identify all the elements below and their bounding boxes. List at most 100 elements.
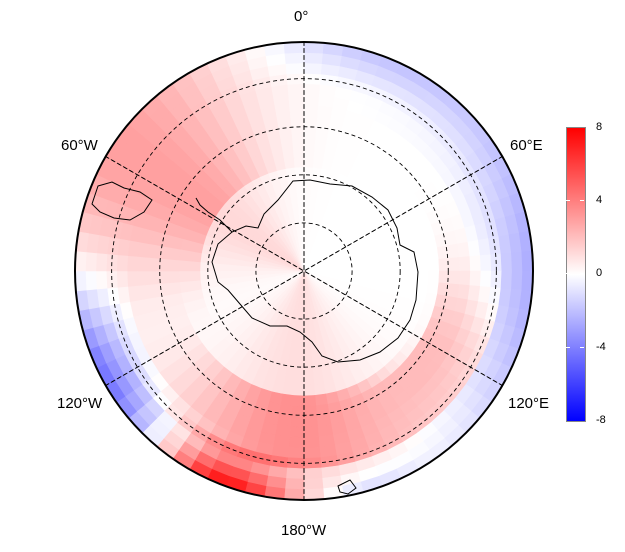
colorbar-tickmark — [580, 347, 584, 348]
field-cell — [289, 104, 305, 116]
field-cell — [290, 415, 305, 428]
graticule — [105, 42, 503, 500]
field-cell — [291, 135, 305, 147]
field-cell — [428, 258, 440, 272]
field-cell — [209, 262, 222, 272]
field-cell — [310, 342, 319, 355]
field-cell — [283, 488, 305, 500]
field-cell — [521, 250, 533, 272]
colorbar-tickmark — [566, 200, 570, 201]
field-cell — [179, 280, 192, 294]
field-cell — [395, 252, 409, 264]
field-cell — [75, 250, 87, 272]
meridian-line — [105, 156, 503, 386]
colorbar-tickmark — [566, 273, 570, 274]
coastlines — [91, 179, 419, 495]
field-cell — [469, 255, 482, 272]
field-cell — [365, 264, 378, 272]
field-cell — [148, 283, 161, 299]
field-cell — [303, 343, 312, 355]
field-cell — [303, 145, 316, 158]
field-cell — [220, 263, 232, 272]
field-cell — [447, 283, 460, 299]
field-cell — [291, 395, 305, 407]
field-cell — [296, 343, 305, 355]
colorbar-tick-label: 0 — [596, 267, 603, 279]
field-cell — [426, 247, 440, 261]
field-cell — [299, 218, 305, 230]
field-cell — [251, 270, 263, 276]
field-cell — [312, 373, 325, 386]
field-cell — [303, 322, 310, 334]
field-cell — [280, 393, 294, 407]
field-cell — [448, 270, 461, 285]
field-cell — [300, 229, 305, 241]
field-cell — [428, 270, 440, 284]
field-cell — [303, 114, 318, 127]
field-cell — [189, 279, 202, 292]
field-cell — [303, 52, 324, 64]
field-cell — [293, 156, 305, 168]
field-cell — [168, 270, 180, 284]
field-cell — [303, 62, 323, 75]
field-cell — [147, 257, 160, 272]
field-cell — [313, 383, 327, 396]
field-cell — [210, 277, 223, 288]
field-cell — [281, 146, 295, 159]
colorbar-tick-label: -4 — [596, 341, 606, 353]
field-cell — [303, 415, 318, 428]
field-cell — [276, 115, 292, 128]
field-cell — [303, 166, 314, 179]
field-cell — [303, 426, 319, 438]
field-cell — [303, 446, 321, 459]
field-cell — [220, 277, 233, 286]
field-cell — [521, 270, 533, 292]
field-cell — [479, 254, 492, 272]
field-cell — [292, 384, 305, 397]
field-cell — [459, 256, 471, 272]
colorbar-tick-label: 8 — [596, 121, 603, 133]
field-cell — [199, 278, 213, 290]
field-cell — [116, 254, 129, 272]
field-cell — [178, 270, 191, 283]
field-cell — [230, 270, 243, 278]
field-cell — [303, 312, 309, 324]
field-cell — [303, 395, 317, 407]
antarctic-peninsula-coastline — [195, 197, 233, 233]
field-cell — [293, 374, 305, 386]
field-cell — [189, 270, 201, 282]
lon-label-120e: 120°E — [508, 395, 550, 412]
field-cell — [303, 488, 325, 500]
field-cell — [316, 414, 332, 427]
field-cell — [85, 251, 97, 272]
field-cell — [303, 83, 321, 96]
field-cell — [126, 270, 139, 287]
lon-label-0: 0° — [294, 8, 309, 25]
field-cell — [283, 42, 305, 54]
field-cell — [289, 187, 298, 200]
field-cell — [303, 176, 313, 189]
field-cell — [303, 301, 308, 313]
field-cell — [500, 252, 513, 272]
field-cell — [416, 248, 429, 262]
field-cell — [297, 197, 305, 210]
field-cell — [345, 266, 357, 272]
field-cell — [199, 270, 212, 281]
field-cell — [407, 270, 419, 282]
colorbar — [566, 127, 586, 422]
field-cell — [287, 446, 305, 459]
field-cell — [75, 270, 87, 292]
field-cell — [148, 243, 161, 259]
field-cell — [303, 363, 314, 376]
field-cell — [406, 250, 419, 263]
antarctica-coastline — [211, 179, 419, 363]
field-cell — [303, 478, 324, 490]
lon-label-180w: 180°W — [281, 522, 327, 539]
field-cell — [396, 261, 409, 272]
field-cell — [385, 254, 398, 265]
field-cell — [288, 436, 305, 449]
field-cell — [288, 93, 305, 106]
field-cell — [189, 260, 201, 272]
field-cell — [396, 270, 409, 281]
field-cell — [276, 414, 292, 427]
